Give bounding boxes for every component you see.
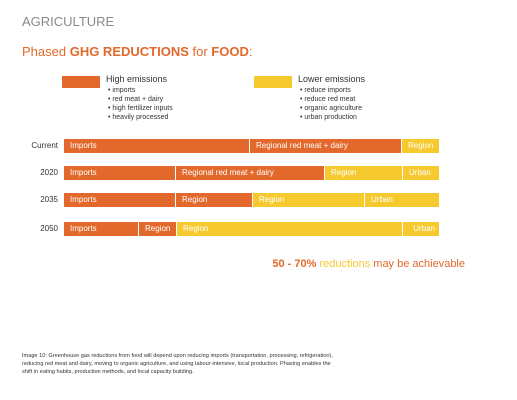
segment: Regional red meat + dairy — [176, 166, 324, 180]
segment: Region — [176, 193, 252, 207]
legend-swatch — [254, 76, 292, 88]
statement-part: 50 - 70% — [272, 258, 317, 270]
legend-item: • high fertilizer inputs — [108, 105, 173, 112]
segment: Region — [402, 139, 439, 153]
legend-name: High emissions — [106, 74, 168, 84]
statement-part: may be achievable — [370, 258, 465, 270]
segment: Urban — [403, 166, 439, 180]
legend-swatch — [62, 76, 100, 88]
subtitle-part: GHG REDUCTIONS — [69, 44, 189, 59]
segment: Region — [139, 222, 176, 236]
subtitle-part: : — [248, 44, 253, 59]
legend-item: • imports — [108, 87, 136, 94]
row-label: 2050 — [40, 224, 58, 233]
segment: Region — [253, 193, 364, 207]
subtitle-part: Phased — [22, 44, 70, 59]
segment: Imports — [64, 139, 249, 153]
statement: 50 - 70% reductions may be achievable — [272, 258, 465, 270]
caption: Image 10: Greenhouse gas reductions from… — [22, 353, 333, 375]
subtitle-part: for — [188, 44, 212, 59]
segment: Imports — [64, 222, 138, 236]
segment: Urban — [403, 222, 439, 236]
segment: Imports — [64, 166, 175, 180]
subtitle: Phased GHG REDUCTIONS for FOOD: — [22, 44, 252, 59]
legend-name: Lower emissions — [298, 74, 366, 84]
subtitle-part: FOOD — [211, 44, 249, 59]
legend-item: • organic agriculture — [300, 105, 362, 112]
legend-item: • reduce red meat — [300, 96, 356, 103]
segment: Region — [177, 222, 402, 236]
segment: Urban — [365, 193, 439, 207]
row-label: Current — [31, 141, 58, 150]
statement-part: reductions — [316, 258, 371, 270]
legend-item: • heavily processed — [108, 114, 169, 121]
segment: Imports — [64, 193, 175, 207]
segment: Regional red meat + dairy — [250, 139, 401, 153]
legend-item: • red meat + dairy — [108, 96, 164, 103]
segment: Region — [325, 166, 402, 180]
legend-item: • reduce imports — [300, 87, 351, 94]
legend-item: • urban production — [300, 114, 357, 121]
title: AGRICULTURE — [22, 14, 115, 29]
row-label: 2020 — [40, 168, 58, 177]
row-label: 2035 — [40, 195, 58, 204]
